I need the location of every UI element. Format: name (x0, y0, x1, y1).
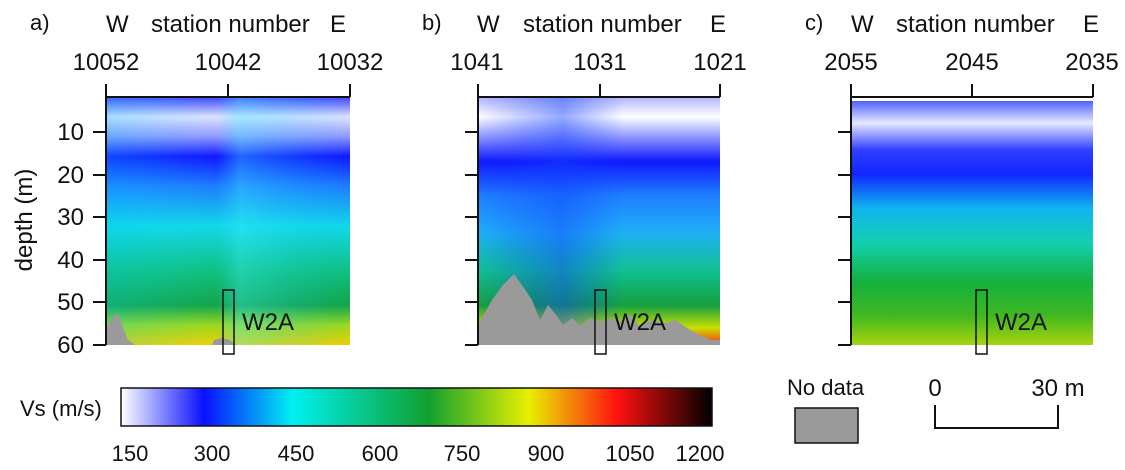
panel-c-station-right: 2035 (1065, 49, 1118, 76)
scale-bar-end-label: 30 m (1031, 375, 1084, 402)
panel-b-station-mid: 1031 (573, 49, 626, 76)
panel-b-station-left: 1041 (450, 49, 503, 76)
colorbar-tick-label: 750 (444, 441, 481, 466)
colorbar-tick-label: 450 (278, 441, 315, 466)
panel-c-letter: c) (805, 10, 823, 35)
panel-b-station-right: 1021 (693, 49, 746, 76)
panel-c-station-left: 2055 (824, 49, 877, 76)
panel-c-west-label: W (851, 11, 874, 38)
panel-b: b) W station number E 1041 1031 1021 W2A (422, 10, 747, 355)
panel-c: c) W station number E 2055 2045 2035 W2A (805, 10, 1119, 355)
panel-c-east-label: E (1083, 11, 1099, 38)
depth-tick-label: 60 (57, 332, 84, 359)
panel-b-axis-title: station number (523, 11, 682, 38)
colorbar-title: Vs (m/s) (20, 396, 102, 421)
panel-a-station-left: 10052 (73, 49, 140, 76)
nodata-legend: No data (787, 375, 865, 444)
panel-a-station-mid: 10042 (195, 49, 262, 76)
colorbar-tick-label: 1200 (676, 441, 725, 466)
panel-c-station-mid: 2045 (945, 49, 998, 76)
vs-colorbar: Vs (m/s) 150 300 450 600 750 900 1050 12… (20, 387, 725, 466)
panel-a-east-label: E (330, 11, 346, 38)
colorbar-tick-label: 1050 (606, 441, 655, 466)
depth-tick-label: 50 (57, 289, 84, 316)
panel-a-axis-title: station number (151, 11, 310, 38)
depth-tick-label: 40 (57, 247, 84, 274)
panel-b-letter: b) (422, 10, 442, 35)
panel-b-well-marker (594, 289, 607, 355)
scale-bar: 0 30 m (928, 375, 1085, 429)
panel-c-vs-field (851, 101, 1093, 345)
panel-a-nodata-region (212, 338, 236, 345)
nodata-legend-label: No data (787, 375, 865, 400)
panel-a-lateral-variation (106, 97, 350, 345)
colorbar-tick-label: 150 (112, 441, 149, 466)
panel-a-nodata-region (106, 313, 135, 345)
panel-a-west-label: W (106, 11, 129, 38)
panel-c-well-marker (975, 289, 988, 355)
colorbar-ramp (120, 387, 713, 427)
depth-tick-label: 20 (57, 162, 84, 189)
panel-b-west-label: W (477, 11, 500, 38)
panel-a: a) W station number E 10052 10042 10032 … (11, 10, 383, 359)
panel-a-station-right: 10032 (317, 49, 384, 76)
panel-b-east-label: E (710, 11, 726, 38)
panel-c-well-label: W2A (995, 309, 1047, 336)
panel-c-axis-title: station number (896, 11, 1055, 38)
colorbar-tick-label: 300 (194, 441, 231, 466)
scale-bar-start-label: 0 (928, 375, 941, 402)
panel-b-well-label: W2A (614, 309, 666, 336)
panel-a-letter: a) (30, 10, 50, 35)
nodata-legend-swatch (794, 407, 859, 444)
panel-a-well-label: W2A (242, 309, 294, 336)
panel-b-nodata-region (478, 274, 720, 345)
colorbar-tick-label: 600 (362, 441, 399, 466)
panel-a-well-marker (222, 289, 235, 355)
depth-tick-label: 10 (57, 119, 84, 146)
depth-tick-label: 30 (57, 204, 84, 231)
scale-bar-line (934, 405, 1059, 429)
depth-axis-title: depth (m) (11, 169, 38, 272)
colorbar-tick-label: 900 (528, 441, 565, 466)
